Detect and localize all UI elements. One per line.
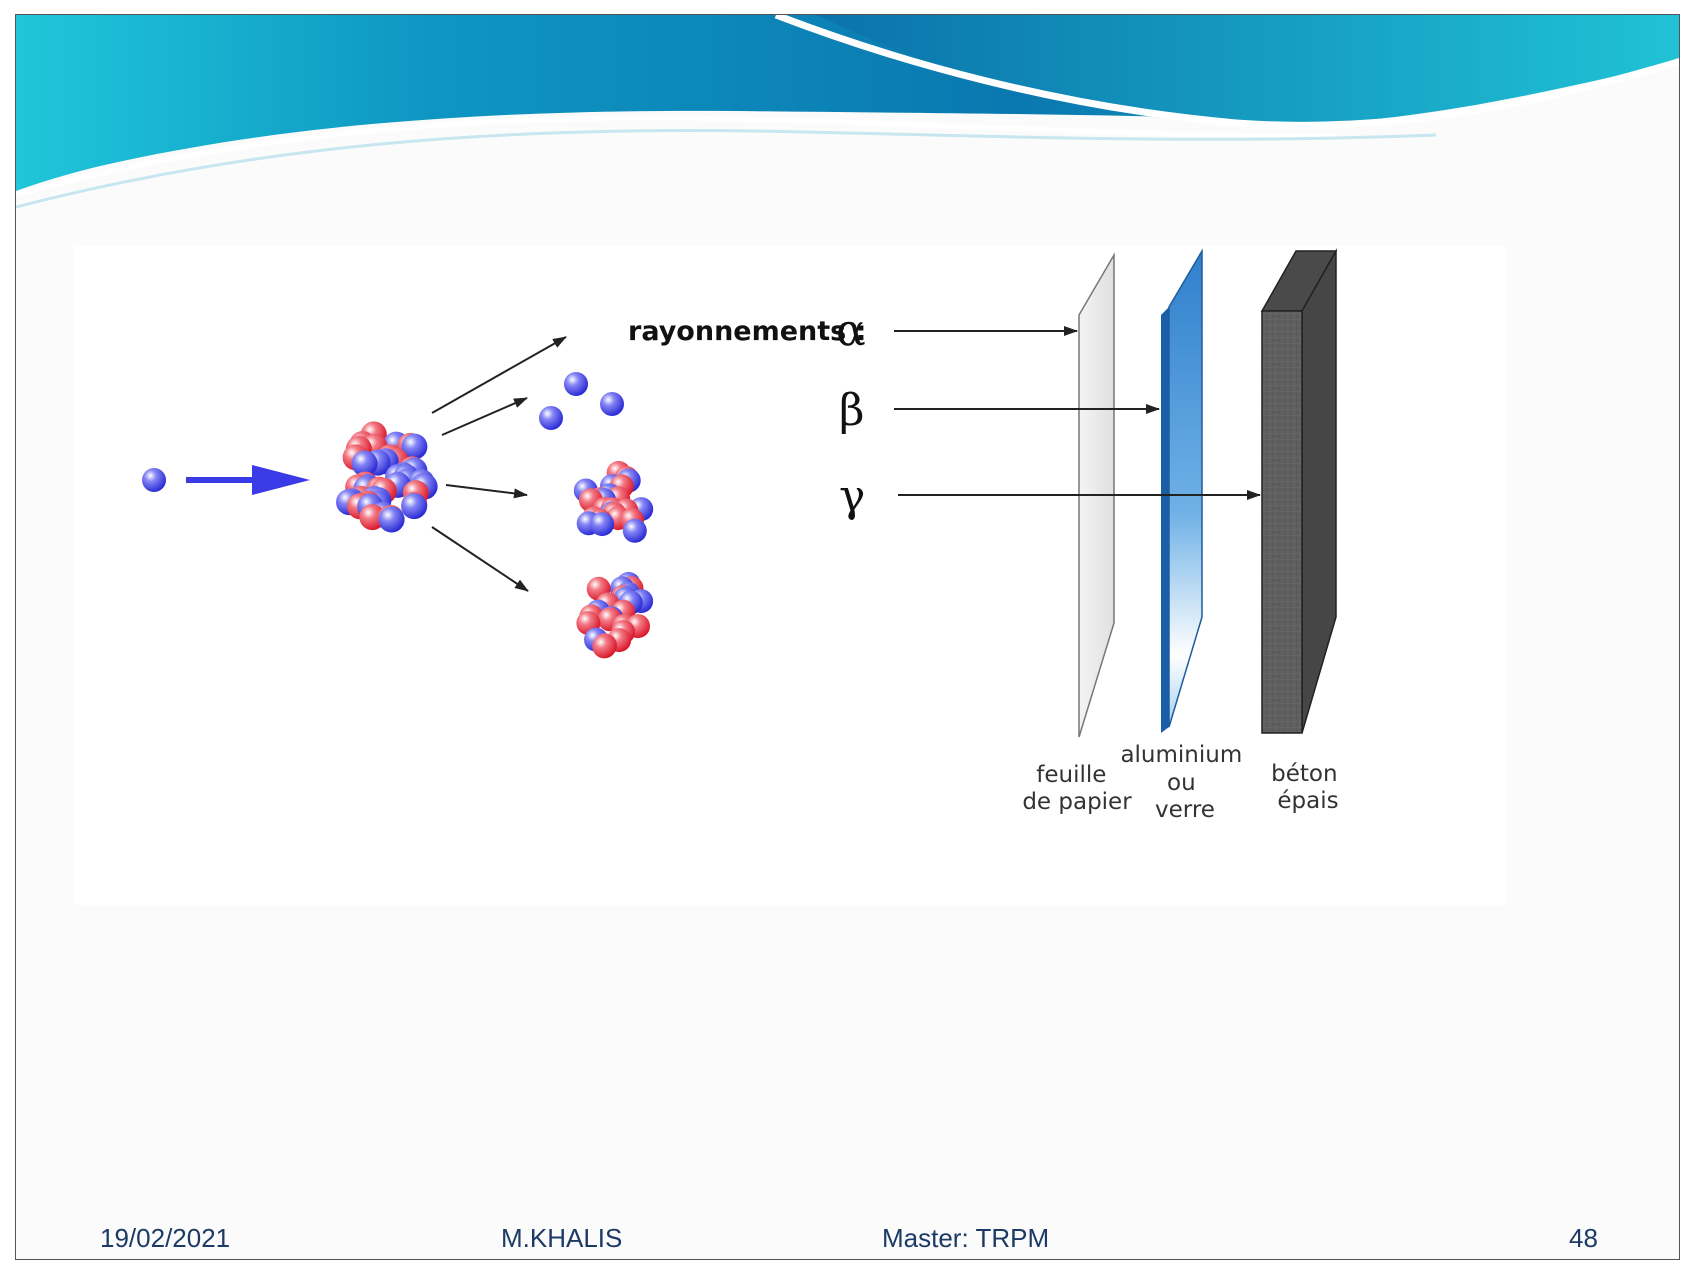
aluminium-plate [1168,248,1203,728]
incoming-neutron [142,468,166,492]
radiation-penetration-figure: rayonnements : α β γ feuille de papier [74,245,1506,905]
paper-label-line-2: de papier [1022,789,1132,815]
neutron [590,512,615,537]
released-neutron [600,392,624,416]
neutron [622,518,647,543]
concrete-block-front [1261,310,1303,734]
neutron [378,506,405,533]
released-neutron [539,406,563,430]
footer-author: M.KHALIS [501,1223,623,1253]
emission-arrow-neutrons [441,397,528,436]
target-nucleus [336,421,438,533]
proton [359,504,386,531]
neutron [401,433,428,460]
neutron [351,450,378,477]
emission-arrow-fragment-1 [445,484,528,499]
concrete-label-line-1: béton [1271,761,1337,787]
concrete-label-line-2: épais [1277,788,1338,814]
paper-label: feuille de papier [1022,762,1132,815]
fission-fragment [576,571,654,659]
footer-date: 19/02/2021 [100,1223,231,1253]
incoming-arrow-head [252,465,310,495]
concrete-block-side [1301,248,1337,734]
emission-arrow-fragment-2 [431,526,529,592]
fission-fragment [573,460,654,543]
concrete-label: béton épais [1271,761,1345,814]
neutron [401,493,428,520]
footer-page-number: 48 [1569,1223,1598,1253]
radiation-diagram: rayonnements : α β γ feuille de papier [142,248,1345,823]
alpha-symbol: α [836,305,866,356]
footer-course: Master: TRPM [882,1223,1050,1253]
beta-symbol: β [839,385,864,436]
paper-label-line-1: feuille [1036,762,1106,788]
proton [592,634,617,659]
aluminium-label: aluminium ou verre [1120,742,1249,823]
header-wave-banner [16,15,1679,209]
aluminium-label-line-2: ou [1167,770,1196,796]
gamma-symbol: γ [839,471,865,522]
released-neutron [564,372,588,396]
aluminium-plate-side [1161,307,1169,733]
aluminium-label-line-3: verre [1155,797,1215,823]
radiations-label: rayonnements : [628,316,866,347]
emission-arrow-radiation [431,336,567,414]
aluminium-label-line-1: aluminium [1120,742,1242,768]
slide: rayonnements : α β γ feuille de papier [15,14,1680,1260]
